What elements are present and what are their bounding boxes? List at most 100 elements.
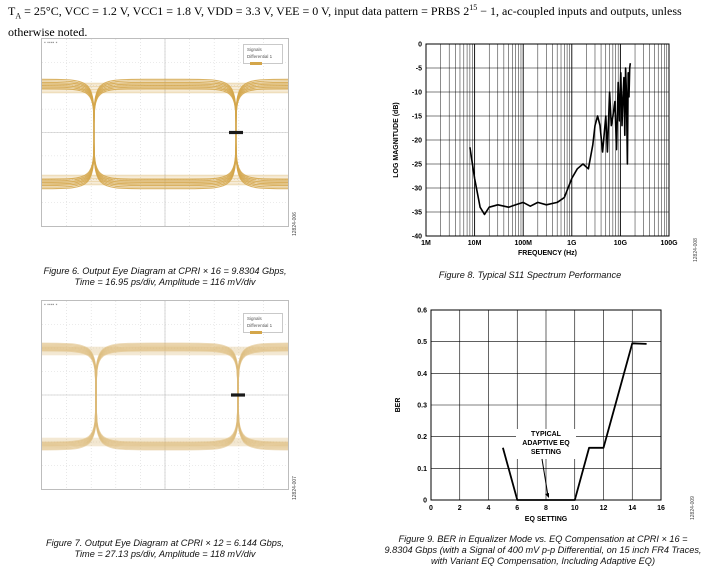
eye-trace xyxy=(151,342,288,451)
x-axis-label: EQ SETTING xyxy=(525,516,568,523)
fig6-legend-swatch xyxy=(250,62,262,66)
eye-trace xyxy=(146,86,288,182)
fig7-legend-entry: Differential 1 xyxy=(247,323,273,328)
x-tick-label: 4 xyxy=(487,505,491,512)
x-tick-label: 2 xyxy=(458,505,462,512)
eye-trace xyxy=(146,81,288,187)
fig7-legend-title: Signals xyxy=(247,316,262,321)
x-tick-label: 1M xyxy=(421,240,431,247)
y-tick-label: 0.1 xyxy=(417,466,427,473)
s11-curve xyxy=(469,63,632,216)
eye-trace xyxy=(151,349,288,444)
eye-trace xyxy=(146,83,288,185)
eye-trace xyxy=(151,348,288,445)
eye-trace xyxy=(151,348,288,445)
y-tick-label: 0.6 xyxy=(417,308,427,315)
y-tick-label: -5 xyxy=(416,66,422,73)
fig7-eye-diagram: ▪ ▪▪▪▪ ▪ Signals Differential 1 xyxy=(41,300,289,490)
eye-trace xyxy=(146,78,288,190)
eye-trace xyxy=(151,347,288,446)
y-tick-label: 0 xyxy=(423,498,427,505)
eye-trace xyxy=(151,347,288,446)
annotation-text: ADAPTIVE EQ xyxy=(522,440,570,447)
fig7-caption-line2: Time = 27.13 ps/div, Amplitude = 118 mV/… xyxy=(74,549,256,559)
y-tick-label: -40 xyxy=(412,234,422,241)
fig7-side-code: 12824-007 xyxy=(292,476,298,500)
annotation-text: SETTING xyxy=(531,449,562,456)
x-tick-label: 10G xyxy=(614,240,628,247)
eye-trace xyxy=(146,81,288,187)
eye-trace xyxy=(146,88,288,180)
y-tick-label: -15 xyxy=(412,114,422,121)
fig6-caption-line1: Figure 6. Output Eye Diagram at CPRI × 1… xyxy=(43,266,287,276)
eye-trace xyxy=(151,343,288,450)
y-tick-label: -30 xyxy=(412,186,422,193)
y-tick-label: 0.3 xyxy=(417,403,427,410)
ber-curve xyxy=(502,342,647,501)
x-tick-label: 16 xyxy=(657,505,665,512)
y-tick-label: -25 xyxy=(412,162,422,169)
fig7-legend-swatch xyxy=(250,331,262,335)
annotation-arrow xyxy=(541,458,549,497)
x-axis-label: FREQUENCY (Hz) xyxy=(518,250,577,257)
eye-trace xyxy=(146,78,288,190)
eye-trace xyxy=(146,80,288,188)
x-tick-label: 0 xyxy=(429,505,433,512)
fig6-side-code: 12824-006 xyxy=(292,212,298,236)
eye-trace xyxy=(146,88,288,180)
intro-subscript: A xyxy=(15,11,22,21)
eye-trace xyxy=(151,345,288,448)
y-tick-label: 0.2 xyxy=(417,434,427,441)
y-tick-label: 0 xyxy=(418,42,422,49)
fig7-scope-tag: ▪ ▪▪▪▪ ▪ xyxy=(44,302,58,308)
y-tick-label: -20 xyxy=(412,138,422,145)
y-tick-label: 0.4 xyxy=(417,371,427,378)
eye-trace xyxy=(146,86,288,182)
plot-frame xyxy=(430,309,662,501)
intro-superscript: 15 xyxy=(469,3,478,12)
intro-text-1: = 25°C, VCC = 1.2 V, VCC1 = 1.8 V, VDD =… xyxy=(21,4,470,18)
eye-trace xyxy=(151,345,288,448)
intro-text-2: − 1, ac-coupled inputs and outputs, unle… xyxy=(8,4,682,40)
fig8-caption: Figure 8. Typical S11 Spectrum Performan… xyxy=(438,270,622,280)
intro-text-pre: T xyxy=(8,4,16,18)
intro-paragraph: TA = 25°C, VCC = 1.2 V, VCC1 = 1.8 V, VD… xyxy=(8,0,713,40)
y-tick-label: -10 xyxy=(412,90,422,97)
fig7-eye-plot xyxy=(42,301,288,489)
fig7-caption-line1: Figure 7. Output Eye Diagram at CPRI × 1… xyxy=(46,538,284,548)
eye-trace xyxy=(42,349,152,444)
fig9-caption-line3: with Variant EQ Compensation, Including … xyxy=(430,556,656,566)
fig9-caption-line1: Figure 9. BER in Equalizer Mode vs. EQ C… xyxy=(398,534,688,544)
x-tick-label: 100G xyxy=(660,240,678,247)
eye-trace xyxy=(151,346,288,447)
fig6-eye-diagram: ▪ ▪▪▪▪ ▪ Signals Differential 1 xyxy=(41,38,289,227)
fig6-legend-title: Signals xyxy=(247,47,262,52)
fig8-side-code: 12824-008 xyxy=(693,238,699,262)
eye-trace xyxy=(146,83,288,185)
fig6-legend: Signals Differential 1 xyxy=(243,44,283,66)
x-tick-label: 8 xyxy=(544,505,548,512)
annotation-arrowhead xyxy=(545,493,549,498)
trigger-marker xyxy=(229,130,243,135)
x-tick-label: 6 xyxy=(515,505,519,512)
fig7-caption: Figure 7. Output Eye Diagram at CPRI × 1… xyxy=(30,538,300,560)
y-axis-label: BER xyxy=(395,398,402,413)
eye-trace xyxy=(151,342,288,451)
x-tick-label: 100M xyxy=(514,240,532,247)
fig6-eye-plot xyxy=(42,39,288,226)
plot-frame xyxy=(425,43,670,237)
eye-traces xyxy=(42,78,288,190)
annotation-text: TYPICAL xyxy=(531,431,562,438)
y-axis-label: LOG MAGNITUDE (dB) xyxy=(393,102,400,177)
y-tick-label: 0.5 xyxy=(417,339,427,346)
x-tick-label: 12 xyxy=(600,505,608,512)
x-tick-label: 10M xyxy=(468,240,482,247)
fig6-caption-line2: Time = 16.95 ps/div, Amplitude = 116 mV/… xyxy=(74,277,256,287)
x-tick-label: 14 xyxy=(628,505,636,512)
eye-trace xyxy=(42,88,147,180)
trigger-marker xyxy=(231,393,245,397)
fig6-legend-entry: Differential 1 xyxy=(247,54,273,59)
eye-trace xyxy=(146,80,288,188)
fig9-caption-line2: 9.8304 Gbps (with a Signal of 400 mV p-p… xyxy=(384,545,702,555)
eye-trace xyxy=(146,85,288,183)
